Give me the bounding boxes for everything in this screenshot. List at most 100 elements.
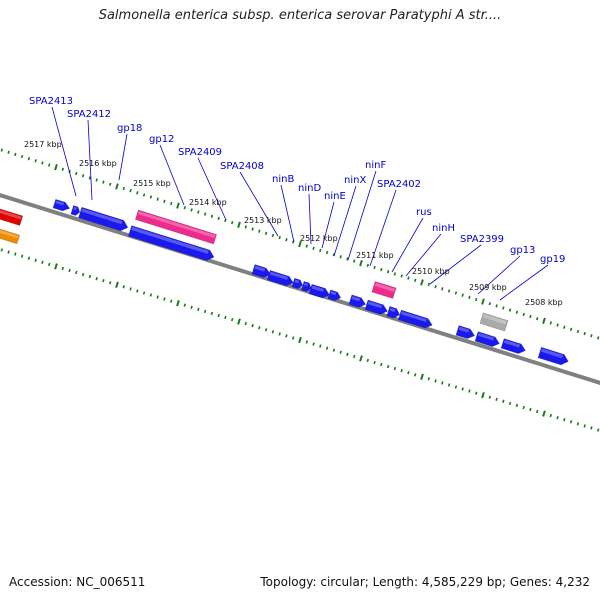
gene-highlight xyxy=(458,326,470,333)
gene-feature xyxy=(397,309,433,329)
minor-tick xyxy=(454,291,458,295)
label-leader-line xyxy=(477,255,521,295)
minor-tick xyxy=(244,321,248,326)
label-leader-line xyxy=(197,157,227,221)
minor-tick xyxy=(210,214,214,218)
minor-tick xyxy=(149,293,153,297)
minor-tick xyxy=(129,189,132,193)
minor-tick xyxy=(454,385,458,389)
gene-highlight xyxy=(81,208,123,225)
gene-label: SPA2408 xyxy=(220,161,264,172)
minor-tick xyxy=(34,258,37,262)
minor-tick xyxy=(508,401,512,406)
gene-feature xyxy=(364,299,388,315)
minor-tick xyxy=(393,272,397,276)
minor-tick xyxy=(258,229,261,233)
minor-tick xyxy=(569,327,573,331)
gene-shape xyxy=(474,331,500,347)
label-leader-line xyxy=(159,144,185,206)
kbp-tick-label: 2513 kbp xyxy=(244,216,282,225)
gene-feature xyxy=(135,209,217,245)
minor-tick xyxy=(41,161,44,165)
minor-tick xyxy=(366,358,370,363)
gene-feature xyxy=(291,277,304,289)
minor-tick xyxy=(407,371,410,375)
minor-tick xyxy=(149,195,153,199)
minor-tick xyxy=(291,336,295,340)
minor-tick xyxy=(535,409,539,414)
minor-tick xyxy=(522,312,525,317)
gene-highlight xyxy=(311,285,325,292)
gene-shape xyxy=(327,289,342,301)
kbp-tick-label: 2509 kbp xyxy=(469,283,507,292)
label-leader-line xyxy=(308,193,312,245)
minor-tick xyxy=(0,148,4,152)
gene-label: gp13 xyxy=(510,245,535,256)
genome-backbone xyxy=(0,193,600,385)
gene-feature xyxy=(0,206,24,226)
minor-tick xyxy=(413,278,417,282)
minor-tick xyxy=(386,364,390,369)
minor-tick xyxy=(461,293,464,297)
major-tick xyxy=(115,281,119,288)
minor-tick xyxy=(305,340,309,344)
minor-tick xyxy=(285,238,288,242)
gene-feature xyxy=(70,205,81,216)
gene-highlight xyxy=(131,226,209,254)
minor-tick xyxy=(305,244,309,248)
gene-highlight xyxy=(351,296,361,302)
minor-tick xyxy=(258,326,261,330)
minor-tick xyxy=(373,360,376,365)
minor-tick xyxy=(312,342,315,346)
gene-label: ninX xyxy=(344,175,366,186)
minor-tick xyxy=(7,250,10,254)
major-tick xyxy=(542,317,546,324)
minor-tick xyxy=(529,314,532,319)
minor-tick xyxy=(183,303,187,307)
minor-tick xyxy=(590,426,593,430)
label-leader-line xyxy=(280,184,295,243)
gene-label: SPA2402 xyxy=(377,179,421,190)
gene-labels: SPA2413 SPA2412 gp18 gp12 SPA2409 SPA240… xyxy=(29,96,565,265)
minor-tick xyxy=(108,182,112,186)
major-tick xyxy=(176,300,180,307)
minor-tick xyxy=(529,407,532,412)
gene-shape xyxy=(308,283,330,299)
gene-highlight xyxy=(138,211,216,238)
minor-tick xyxy=(136,191,139,195)
minor-tick xyxy=(224,315,227,320)
minor-tick xyxy=(434,379,437,383)
gene-label: SPA2412 xyxy=(67,109,111,120)
minor-tick xyxy=(47,262,51,267)
minor-tick xyxy=(522,405,525,410)
minor-tick xyxy=(68,268,71,273)
minor-tick xyxy=(278,235,281,240)
gene-feature xyxy=(371,281,397,299)
gene-feature xyxy=(537,346,569,366)
minor-tick xyxy=(285,334,288,338)
gene-highlight xyxy=(540,348,563,359)
minor-tick xyxy=(47,163,51,167)
label-leader-line xyxy=(321,201,335,249)
major-tick xyxy=(420,279,424,286)
minor-tick xyxy=(339,255,342,259)
minor-tick xyxy=(122,285,126,289)
gene-label: rus xyxy=(416,207,432,218)
gene-feature xyxy=(455,325,476,339)
minor-tick xyxy=(244,225,248,229)
label-leader-line xyxy=(391,217,424,273)
genome-title: Salmonella enterica subsp. enterica sero… xyxy=(98,8,502,23)
minor-tick xyxy=(441,287,444,291)
major-tick xyxy=(359,355,363,362)
minor-tick xyxy=(352,354,356,359)
gene-label: SPA2413 xyxy=(29,96,73,107)
gene-highlight xyxy=(294,279,300,284)
minor-tick xyxy=(88,274,92,279)
kbp-tick-label: 2514 kbp xyxy=(189,198,227,207)
minor-tick xyxy=(325,346,329,350)
minor-tick xyxy=(190,208,193,212)
genes xyxy=(0,198,569,366)
minor-tick xyxy=(264,328,268,332)
minor-tick xyxy=(515,310,519,314)
gene-shape xyxy=(371,281,397,299)
